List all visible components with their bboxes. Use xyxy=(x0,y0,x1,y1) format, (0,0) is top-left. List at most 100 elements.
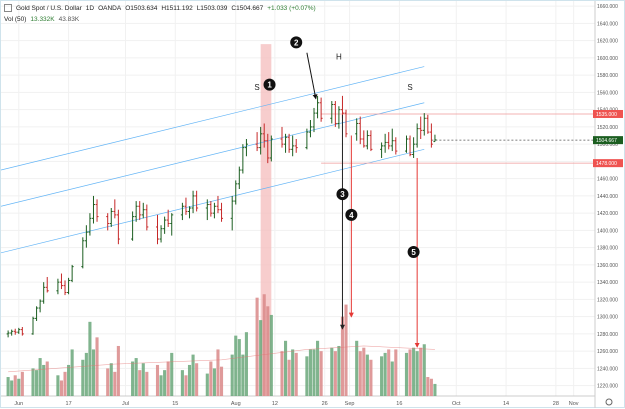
x-tick-label: Nov xyxy=(569,401,579,407)
ohlc-bar xyxy=(95,199,99,222)
ohlc-bar xyxy=(63,280,67,296)
ohlc-bar xyxy=(426,114,430,134)
y-tick-label: 1340.000 xyxy=(597,280,618,286)
volume-bar xyxy=(429,378,433,396)
ohlc-bar xyxy=(141,202,145,219)
ohlc-bar xyxy=(131,211,135,241)
volume-bar xyxy=(415,351,419,396)
ohlc-bar xyxy=(291,135,295,157)
y-tick-label: 1360.000 xyxy=(597,263,618,269)
volume-bar xyxy=(184,375,188,396)
ohlc-bar xyxy=(308,120,312,138)
ohlc-bar xyxy=(70,264,74,283)
y-tick-label: 1460.000 xyxy=(597,177,618,183)
volume-bar xyxy=(255,297,259,396)
ohlc-bar xyxy=(305,128,309,150)
price-level-label: 1504.667 xyxy=(596,138,617,144)
volume-bar xyxy=(355,340,359,396)
volume-bar xyxy=(191,354,195,396)
volume-bar xyxy=(433,383,437,396)
volume-bar xyxy=(145,371,149,396)
y-tick-label: 1600.000 xyxy=(597,56,618,62)
volume-bar xyxy=(305,356,309,396)
ohlc-bar xyxy=(116,209,120,245)
volume-bar xyxy=(380,356,384,396)
plot-background xyxy=(1,1,595,396)
volume-bar xyxy=(63,371,67,396)
ohlc-bar xyxy=(262,123,266,148)
volume-bar xyxy=(38,358,42,396)
volume-bar xyxy=(70,349,74,396)
y-tick-label: 1320.000 xyxy=(597,297,618,303)
volume-bar xyxy=(330,347,334,396)
y-tick-label: 1620.000 xyxy=(597,39,618,45)
volume-label[interactable]: Vol (50) xyxy=(4,16,27,23)
volume-bar xyxy=(262,294,266,396)
x-tick-label: 28 xyxy=(553,401,559,407)
volume-bar xyxy=(259,320,263,396)
ohlc-bar xyxy=(390,128,394,152)
ohlc-bar xyxy=(344,109,348,138)
ohlc-bar xyxy=(419,116,423,139)
volume-bar xyxy=(212,368,216,396)
x-tick-label: 16 xyxy=(396,401,402,407)
volume-bar xyxy=(81,359,85,396)
volume-bar xyxy=(131,361,135,396)
volume-bar xyxy=(88,321,92,396)
change-value: +1.033 (+0.07%) xyxy=(267,4,316,12)
volume-bar xyxy=(31,368,35,396)
ohlc-bar xyxy=(6,330,10,338)
y-tick-label: 1500.000 xyxy=(597,142,618,148)
ohlc-bar xyxy=(333,101,337,127)
ohlc-bar xyxy=(56,278,60,295)
volume-bar xyxy=(205,373,209,396)
volume-bar xyxy=(187,364,192,396)
volume-bar xyxy=(95,337,99,396)
volume-bar xyxy=(170,352,174,396)
ohlc-bar xyxy=(337,106,341,129)
x-tick-label: 15 xyxy=(172,401,178,407)
volume-bar xyxy=(422,344,426,396)
numbered-marker xyxy=(345,208,358,221)
ohlc-bar xyxy=(145,204,149,231)
volume-bar xyxy=(109,363,113,396)
ohlc-bar xyxy=(230,195,234,231)
ohlc-bar xyxy=(106,213,110,231)
numbered-marker xyxy=(263,78,276,91)
ohlc-bar xyxy=(113,199,117,219)
symbol-name[interactable]: Gold Spot / U.S. Dollar xyxy=(16,4,82,12)
y-tick-label: 1400.000 xyxy=(597,228,618,234)
volume-bar xyxy=(291,349,295,396)
symbol-icon xyxy=(4,4,12,12)
volume-bar xyxy=(234,335,238,396)
numbered-marker-label: 5 xyxy=(411,248,416,257)
high-value: H1511.192 xyxy=(161,4,193,12)
numbered-marker-label: 3 xyxy=(340,190,345,199)
volume-bar xyxy=(237,339,241,396)
highlight-band xyxy=(260,44,272,396)
price-level-tag xyxy=(593,159,623,168)
ohlc-bar xyxy=(156,214,160,245)
ohlc-bar xyxy=(330,101,334,124)
x-tick-label: 14 xyxy=(503,401,509,407)
price-level-label: 1478.000 xyxy=(596,161,617,167)
ohlc-legend: Gold Spot / U.S. Dollar 1D OANDA O1503.634 H… xyxy=(4,4,320,12)
ohlc-bar xyxy=(17,327,21,334)
y-tick-label: 1440.000 xyxy=(597,194,618,200)
x-tick-label: 12 xyxy=(272,401,278,407)
y-tick-label: 1660.000 xyxy=(597,4,618,10)
volume-bar xyxy=(365,354,369,396)
volume-bar xyxy=(319,351,323,396)
ohlc-bar xyxy=(355,118,359,141)
ohlc-bar xyxy=(31,316,35,335)
volume-legend: Vol (50) 13.332K 43.83K xyxy=(4,16,83,23)
ohlc-bar xyxy=(433,134,437,143)
y-tick-label: 1580.000 xyxy=(597,73,618,79)
volume-bar xyxy=(284,340,288,396)
volume-bar xyxy=(308,349,312,396)
volume-bar xyxy=(10,380,14,396)
ohlc-bar xyxy=(259,126,263,155)
ohlc-bar xyxy=(42,282,46,304)
volume-value-1: 13.332K xyxy=(30,16,55,23)
